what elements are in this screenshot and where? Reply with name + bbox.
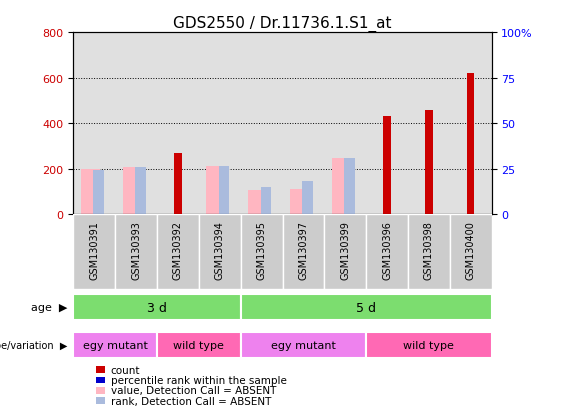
Bar	[332, 159, 350, 215]
Bar	[241, 295, 492, 320]
Bar	[81, 169, 99, 215]
Bar	[123, 168, 141, 215]
Text: GSM130397: GSM130397	[298, 221, 308, 280]
Bar	[324, 215, 366, 289]
Text: rank, Detection Call = ABSENT: rank, Detection Call = ABSENT	[111, 396, 271, 406]
Bar	[73, 215, 115, 289]
Bar	[383, 117, 391, 215]
Text: wild type: wild type	[173, 340, 224, 350]
Bar	[206, 167, 225, 215]
Text: wild type: wild type	[403, 340, 454, 350]
Bar	[241, 215, 282, 289]
Text: genotype/variation  ▶: genotype/variation ▶	[0, 340, 68, 350]
Text: GSM130393: GSM130393	[131, 221, 141, 280]
Bar	[73, 33, 115, 215]
Bar	[366, 215, 408, 289]
Bar	[174, 154, 182, 215]
Bar	[467, 74, 475, 215]
Text: value, Detection Call = ABSENT: value, Detection Call = ABSENT	[111, 385, 276, 395]
Bar	[174, 154, 182, 215]
Text: age  ▶: age ▶	[32, 303, 68, 313]
Bar	[408, 215, 450, 289]
Bar	[282, 215, 324, 289]
Bar	[135, 168, 146, 215]
Bar	[383, 143, 391, 215]
Bar	[241, 332, 366, 358]
Bar	[157, 33, 199, 215]
Bar	[260, 188, 271, 215]
Bar	[467, 125, 475, 215]
Bar	[199, 215, 241, 289]
Bar	[73, 295, 241, 320]
Text: percentile rank within the sample: percentile rank within the sample	[111, 375, 286, 385]
Bar	[115, 33, 157, 215]
Bar	[241, 33, 282, 215]
Text: GSM130400: GSM130400	[466, 221, 476, 280]
Text: count: count	[111, 365, 140, 375]
Bar	[425, 140, 433, 215]
Text: GSM130391: GSM130391	[89, 221, 99, 280]
Bar	[115, 215, 157, 289]
Bar	[467, 74, 475, 215]
Bar	[157, 215, 199, 289]
Bar	[324, 33, 366, 215]
Bar	[302, 182, 313, 215]
Bar	[450, 33, 492, 215]
Bar	[73, 332, 157, 358]
Bar	[248, 191, 267, 215]
Text: GSM130395: GSM130395	[257, 221, 267, 280]
Text: GSM130399: GSM130399	[340, 221, 350, 280]
Text: GSM130398: GSM130398	[424, 221, 434, 280]
Text: egy mutant: egy mutant	[271, 340, 336, 350]
Bar	[282, 33, 324, 215]
Bar	[199, 33, 241, 215]
Bar	[366, 33, 408, 215]
Bar	[450, 215, 492, 289]
Title: GDS2550 / Dr.11736.1.S1_at: GDS2550 / Dr.11736.1.S1_at	[173, 16, 392, 32]
Text: GSM130396: GSM130396	[382, 221, 392, 280]
Text: 5 d: 5 d	[356, 301, 376, 314]
Bar	[425, 110, 433, 215]
Bar	[408, 33, 450, 215]
Text: GSM130392: GSM130392	[173, 221, 183, 280]
Bar	[174, 173, 182, 215]
Bar	[93, 171, 104, 215]
Bar	[344, 159, 355, 215]
Text: egy mutant: egy mutant	[83, 340, 147, 350]
Bar	[383, 117, 391, 215]
Bar	[157, 332, 241, 358]
Text: GSM130394: GSM130394	[215, 221, 225, 280]
Bar	[290, 190, 308, 215]
Text: 3 d: 3 d	[147, 301, 167, 314]
Bar	[219, 167, 229, 215]
Bar	[366, 332, 492, 358]
Bar	[425, 110, 433, 215]
